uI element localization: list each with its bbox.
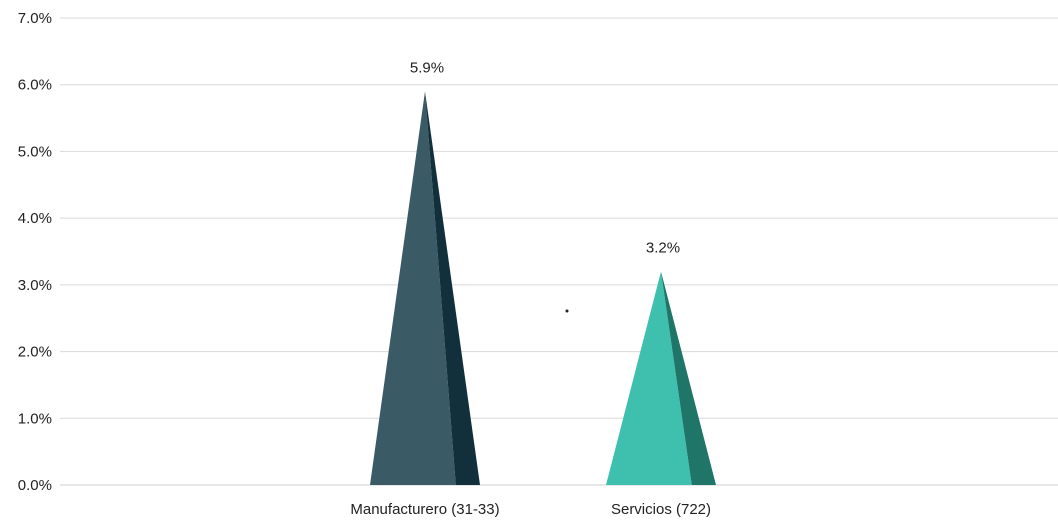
y-tick-label: 7.0% — [18, 10, 52, 27]
pyramid-bar-shade — [661, 271, 716, 485]
x-category-label: Manufacturero (31-33) — [350, 501, 499, 518]
y-tick-label: 2.0% — [18, 344, 52, 361]
stray-dot — [565, 309, 569, 313]
pyramid-bar-shade — [425, 91, 480, 485]
x-category-label: Servicios (722) — [611, 501, 711, 518]
y-tick-label: 5.0% — [18, 143, 52, 160]
y-tick-label: 4.0% — [18, 210, 52, 227]
y-tick-label: 3.0% — [18, 277, 52, 294]
data-labels: 5.9% 3.2% — [410, 59, 680, 256]
data-label: 3.2% — [646, 240, 680, 257]
pyramid-bar — [606, 271, 716, 485]
pyramid-bar — [370, 91, 480, 485]
x-axis-categories: Manufacturero (31-33) Servicios (722) — [350, 501, 711, 518]
data-label: 5.9% — [410, 59, 444, 76]
gridlines — [60, 17, 1058, 486]
pyramid-bar-face — [606, 271, 692, 485]
pyramid-bar-face — [370, 91, 456, 485]
y-axis-ticks: 0.0% 1.0% 2.0% 3.0% 4.0% 5.0% 6.0% 7.0% — [18, 10, 52, 494]
y-tick-label: 1.0% — [18, 410, 52, 427]
y-tick-label: 0.0% — [18, 477, 52, 494]
y-tick-label: 6.0% — [18, 77, 52, 94]
bars — [370, 91, 716, 485]
